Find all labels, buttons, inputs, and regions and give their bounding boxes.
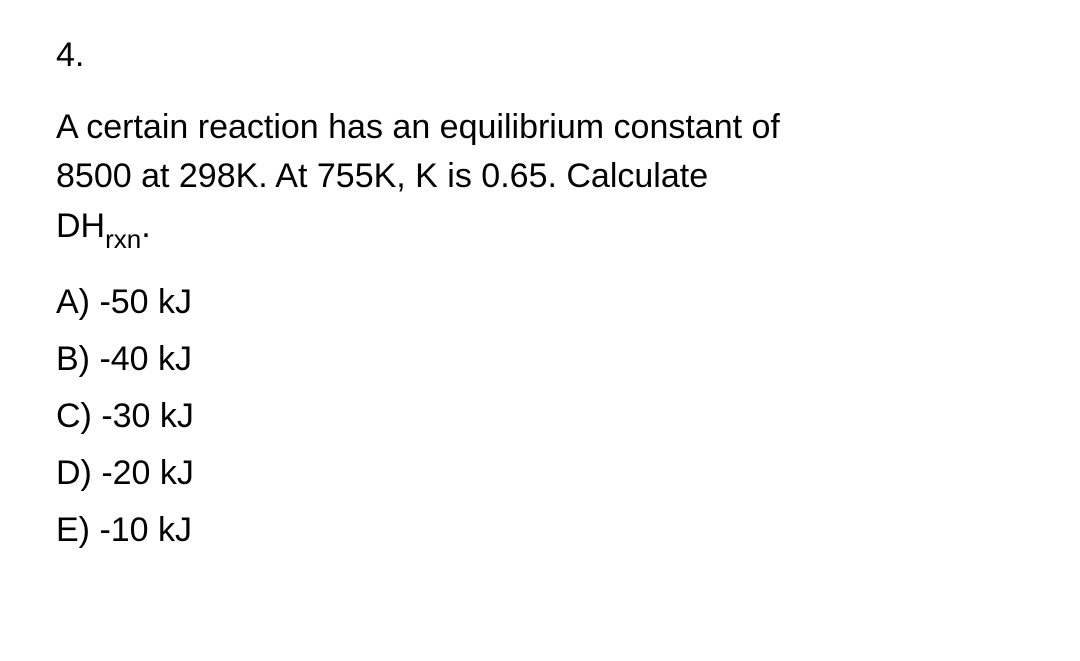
term-prefix: DH <box>56 207 105 245</box>
question-prompt: A certain reaction has an equilibrium co… <box>56 103 1024 255</box>
prompt-line-2: 8500 at 298K. At 755K, K is 0.65. Calcul… <box>56 157 708 195</box>
answer-option-b[interactable]: B) -40 kJ <box>56 340 1024 379</box>
term-subscript: rxn <box>105 224 141 254</box>
answer-option-a[interactable]: A) -50 kJ <box>56 283 1024 322</box>
answer-option-d[interactable]: D) -20 kJ <box>56 454 1024 493</box>
term-suffix: . <box>141 207 150 245</box>
prompt-line-1: A certain reaction has an equilibrium co… <box>56 108 780 146</box>
answer-option-c[interactable]: C) -30 kJ <box>56 397 1024 436</box>
answer-list: A) -50 kJ B) -40 kJ C) -30 kJ D) -20 kJ … <box>56 283 1024 550</box>
question-number: 4. <box>56 36 1024 75</box>
answer-option-e[interactable]: E) -10 kJ <box>56 511 1024 550</box>
